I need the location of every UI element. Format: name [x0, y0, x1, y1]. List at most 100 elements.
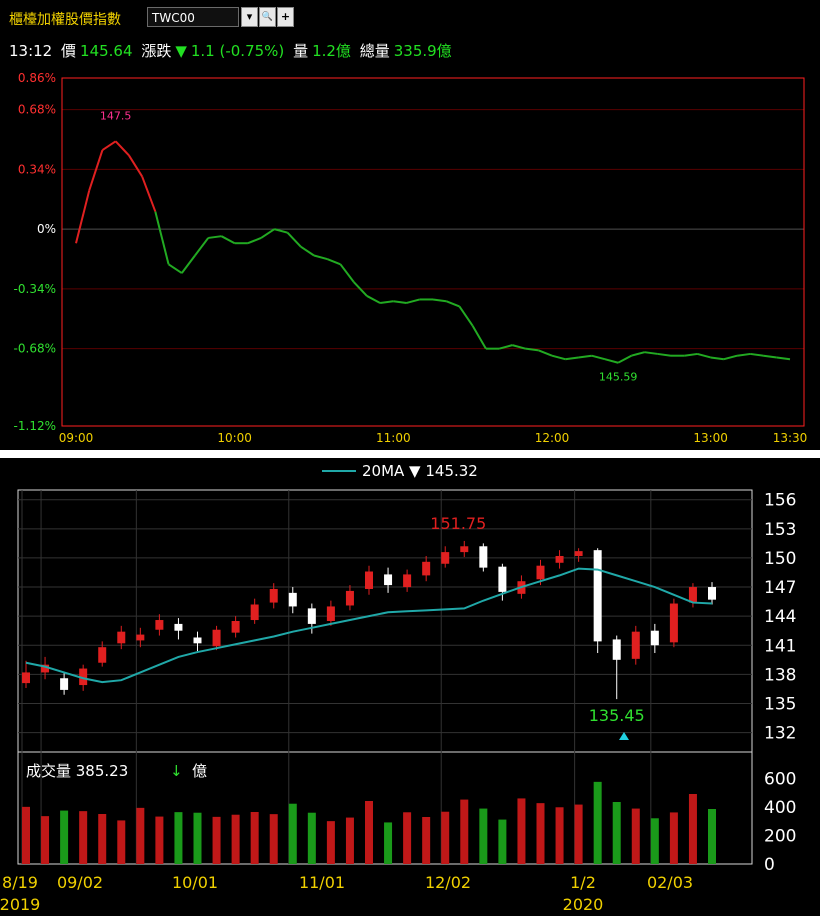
candle-body: [536, 565, 545, 580]
intraday-line-segment: [379, 300, 394, 304]
candle-body: [269, 588, 278, 603]
intraday-line-segment: [300, 245, 315, 257]
candle-body: [631, 631, 640, 659]
volume-bar: [117, 820, 126, 864]
volume-bar: [231, 814, 240, 864]
intraday-frame: [61, 77, 805, 427]
candle-body: [288, 592, 297, 607]
volume-bar: [441, 811, 450, 864]
total-volume-label: 總量: [359, 42, 390, 60]
intraday-line-segment: [313, 254, 328, 260]
volume-bar: [498, 819, 507, 864]
intraday-line-segment: [260, 228, 275, 239]
intraday-line-segment: [565, 356, 579, 361]
add-icon[interactable]: +: [277, 7, 294, 27]
intraday-line-segment: [736, 352, 751, 357]
intraday-line-segment: [352, 281, 368, 297]
date-tick: 11/01: [299, 873, 345, 892]
candle-body: [593, 550, 602, 642]
volume-bar: [174, 812, 183, 864]
candle-body: [441, 552, 450, 564]
low-marker-icon: [619, 732, 629, 740]
intraday-line-segment: [445, 300, 460, 308]
candle-body: [193, 637, 202, 644]
chevron-down-icon[interactable]: ▾: [241, 7, 258, 27]
date-tick: 09/02: [57, 873, 103, 892]
date-tick: 02/03: [647, 873, 693, 892]
price-tick: 153: [764, 520, 796, 540]
price-tick: 132: [764, 724, 796, 744]
intraday-x-tick: 11:00: [376, 431, 411, 445]
volume-bar: [669, 812, 678, 864]
intraday-y-tick: 0%: [37, 222, 56, 236]
change-label: 漲跌: [141, 42, 172, 60]
candle-body: [688, 587, 697, 603]
candle-body: [479, 546, 488, 568]
intraday-line-segment: [128, 154, 143, 177]
search-icon[interactable]: 🔍: [259, 7, 276, 27]
candle-body: [555, 555, 564, 563]
intraday-line-segment: [723, 354, 738, 361]
index-title: 櫃檯加權股價指數: [9, 12, 121, 28]
volume-bar: [631, 808, 640, 864]
volume-bar: [650, 818, 659, 864]
candle-body: [612, 639, 621, 660]
volume-bar: [536, 803, 545, 864]
ma-line: [25, 567, 713, 684]
date-tick: 8/19: [2, 873, 38, 892]
volume-bar: [708, 809, 716, 864]
candle-body: [345, 590, 354, 606]
intraday-line-segment: [684, 352, 698, 357]
candle-body: [117, 631, 126, 644]
candle-body: [422, 561, 431, 576]
intraday-line-segment: [512, 344, 526, 350]
volume-tick: 200: [764, 826, 796, 846]
price-tick: 150: [764, 549, 796, 569]
quote-line: 13:12 價 145.64 漲跌 ▼ 1.1 (-0.75%) 量 1.2億 總量 33…: [9, 40, 456, 61]
daily-chart: 20MA ▼ 145.32 156 153 150 147 144 141 138 135 132…: [0, 462, 796, 914]
daily-low-label: 135.45: [589, 706, 645, 725]
intraday-x-tick: 13:00: [693, 431, 728, 445]
intraday-y-tick: -0.68%: [14, 342, 56, 356]
intraday-line-segment: [286, 231, 302, 248]
candle-body: [41, 664, 50, 673]
date-tick: 10/01: [172, 873, 218, 892]
intraday-x-tick: 12:00: [535, 431, 570, 445]
intraday-line-segment: [75, 190, 91, 244]
intraday-line-segment: [538, 349, 553, 357]
candle-body: [231, 621, 240, 633]
volume-bar: [250, 812, 259, 864]
intraday-line-segment: [617, 354, 632, 364]
intraday-line-segment: [393, 300, 407, 304]
intraday-line-segment: [366, 295, 381, 304]
symbol-input[interactable]: TWC00: [147, 7, 239, 27]
intraday-line-segment: [697, 352, 711, 359]
intraday-x-tick: 09:00: [59, 431, 94, 445]
intraday-line-segment: [631, 351, 645, 357]
volume-bar: [326, 821, 335, 864]
volume-bar: [41, 816, 50, 864]
volume-bar: [155, 816, 164, 864]
volume-bar: [555, 807, 564, 864]
volume-bar: [593, 781, 602, 864]
volume-bar: [365, 801, 373, 864]
intraday-line-segment: [604, 358, 619, 364]
volume-bar: [79, 811, 88, 864]
candle-body: [250, 604, 259, 621]
intraday-y-tick: -1.12%: [14, 419, 56, 433]
candle-body: [708, 587, 716, 600]
volume-bar: [384, 822, 393, 864]
volume-bar: [60, 810, 69, 864]
volume-bar: [688, 794, 697, 864]
intraday-line-segment: [776, 356, 791, 361]
intraday-line-segment: [88, 149, 104, 191]
price-tick: 135: [764, 694, 796, 714]
volume-tick: 600: [764, 769, 796, 789]
volume-bar: [403, 812, 412, 864]
candle-body: [669, 603, 678, 643]
price-value: 145.64: [80, 42, 133, 60]
candle-body: [136, 634, 145, 641]
ma-legend-label: 20MA ▼ 145.32: [362, 462, 478, 480]
intraday-line-segment: [710, 356, 725, 361]
intraday-x-tick: 13:30: [773, 431, 808, 445]
